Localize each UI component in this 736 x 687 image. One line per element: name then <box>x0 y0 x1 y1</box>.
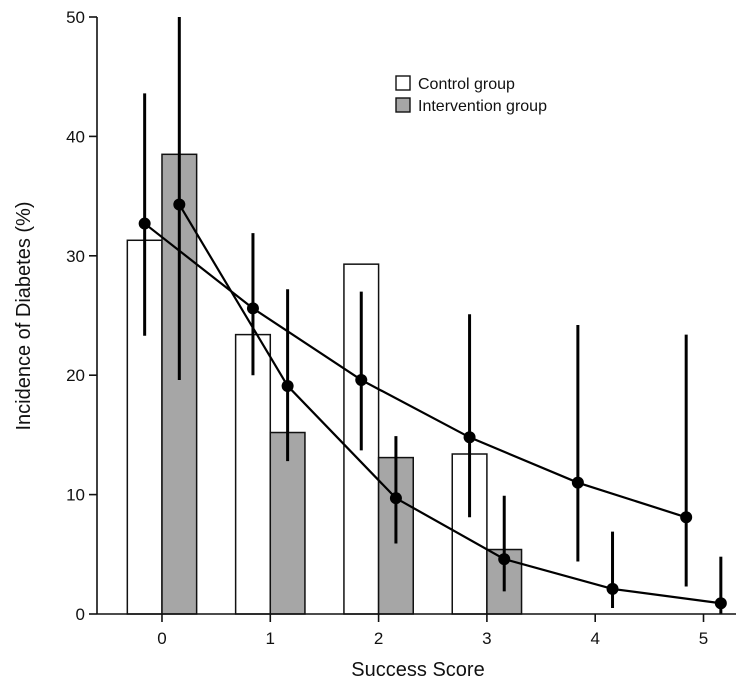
intervention-bar <box>161 153 198 615</box>
data-point <box>498 553 511 566</box>
y-tick-label: 30 <box>66 247 85 266</box>
points-layer <box>138 198 727 610</box>
data-point <box>606 582 619 595</box>
series-line-2 <box>178 203 721 605</box>
data-point <box>714 597 727 610</box>
data-point <box>463 431 476 444</box>
x-tick-label: 1 <box>266 629 275 648</box>
lines-layer <box>143 203 721 605</box>
axes-layer <box>96 17 736 615</box>
data-point <box>680 511 693 524</box>
x-tick-label: 4 <box>590 629 599 648</box>
control-bar <box>234 333 272 615</box>
y-axis-label: Incidence of Diabetes (%) <box>13 201 35 430</box>
x-tick-label: 3 <box>482 629 491 648</box>
x-tick-label: 2 <box>374 629 383 648</box>
ticks-layer: 0 10 20 30 40 50 0 1 2 3 4 5 <box>66 8 708 648</box>
y-tick-label: 10 <box>66 486 85 505</box>
data-point <box>571 476 584 489</box>
legend-label-control: Control group <box>418 76 515 93</box>
data-point <box>281 379 294 392</box>
legend-swatch-control <box>395 75 411 91</box>
data-point <box>246 302 259 315</box>
data-point <box>173 198 186 211</box>
legend: Control group Intervention group <box>395 75 547 115</box>
data-point <box>138 217 151 230</box>
legend-swatch-intervention <box>395 97 411 113</box>
y-tick-label: 20 <box>66 366 85 385</box>
x-axis-label: Success Score <box>351 659 484 681</box>
series-line-1 <box>143 222 687 519</box>
data-point <box>389 492 402 505</box>
x-tick-label: 0 <box>157 629 166 648</box>
y-tick-label: 40 <box>66 127 85 146</box>
data-point <box>355 373 368 386</box>
x-tick-label: 5 <box>699 629 708 648</box>
bars-layer <box>126 153 523 615</box>
y-tick-label: 50 <box>66 8 85 27</box>
error-bars-layer <box>143 17 723 614</box>
y-tick-label: 0 <box>76 605 85 624</box>
legend-label-intervention: Intervention group <box>418 98 547 115</box>
